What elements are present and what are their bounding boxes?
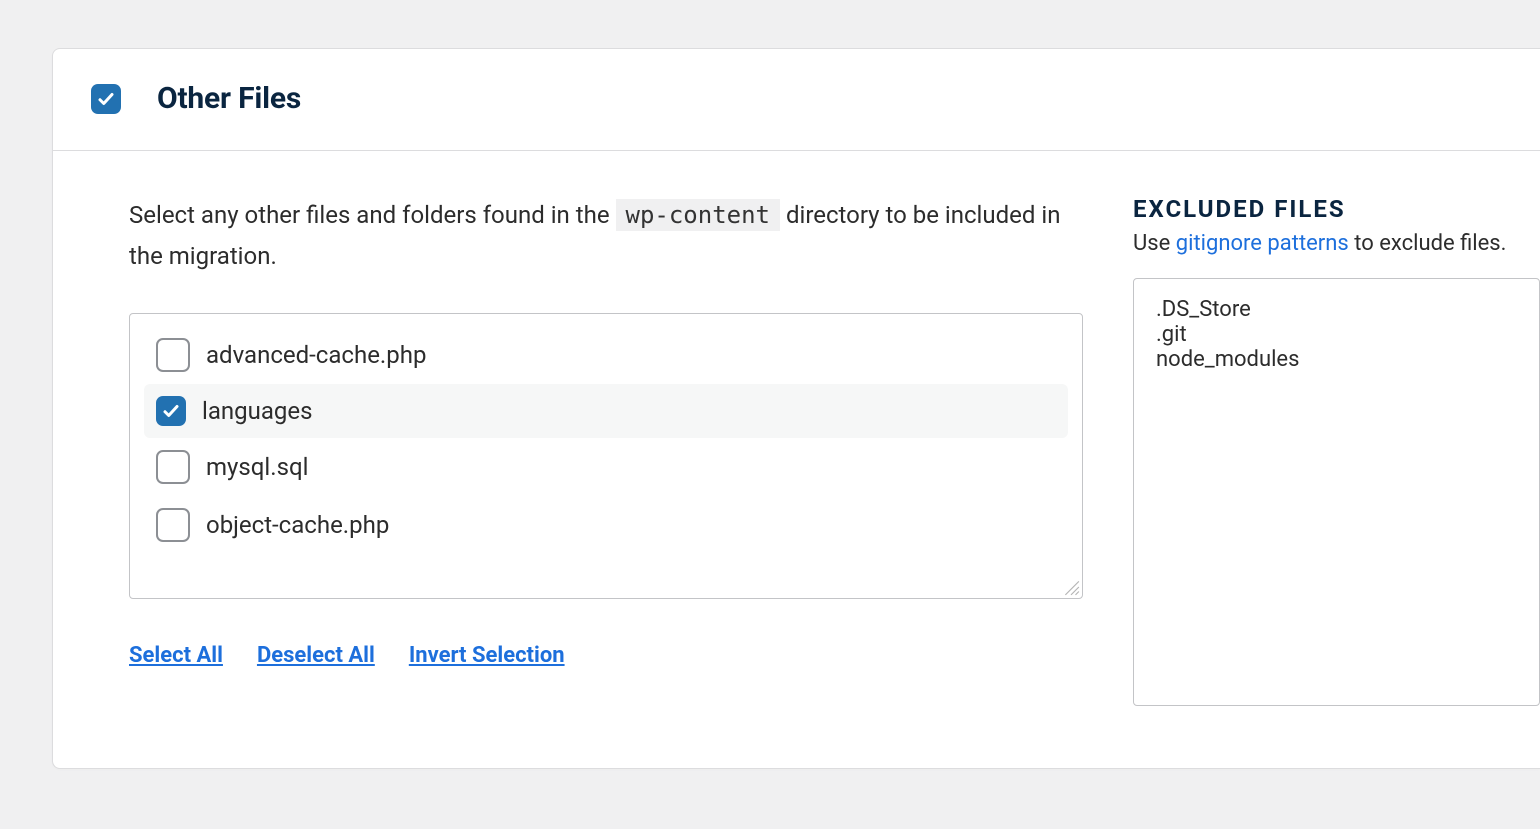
excluded-files-title: EXCLUDED FILES [1133,195,1540,223]
file-checkbox[interactable] [156,396,186,426]
excluded-files-subtitle: Use gitignore patterns to exclude files. [1133,231,1540,256]
excluded-sub-prefix: Use [1133,231,1176,256]
file-list-scroll[interactable]: advanced-cache.php languages mysql.sql obje… [130,314,1082,598]
section-title: Other Files [157,81,301,116]
gitignore-patterns-link[interactable]: gitignore patterns [1176,231,1349,256]
file-checkbox[interactable] [156,450,190,484]
file-row[interactable]: mysql.sql [144,438,1068,496]
section-header: Other Files [53,49,1540,151]
file-name-label: advanced-cache.php [206,341,426,369]
check-icon [97,90,115,108]
select-all-link[interactable]: Select All [129,643,223,668]
selection-actions: Select All Deselect All Invert Selection [129,643,1083,668]
other-files-panel: Other Files Select any other files and f… [52,48,1540,769]
file-row[interactable]: advanced-cache.php [144,326,1068,384]
description-prefix: Select any other files and folders found… [129,201,616,229]
excluded-files-textarea[interactable]: .DS_Store .git node_modules [1133,278,1540,706]
file-row[interactable]: languages [144,384,1068,438]
deselect-all-link[interactable]: Deselect All [257,643,375,668]
excluded-sub-suffix: to exclude files. [1349,231,1507,256]
description-text: Select any other files and folders found… [129,195,1083,277]
check-icon [162,402,180,420]
file-name-label: languages [202,397,313,425]
file-row[interactable]: object-cache.php [144,496,1068,554]
file-checkbox[interactable] [156,508,190,542]
file-list: advanced-cache.php languages mysql.sql obje… [129,313,1083,599]
file-name-label: mysql.sql [206,453,308,481]
other-files-checkbox[interactable] [91,84,121,114]
file-checkbox[interactable] [156,338,190,372]
description-code: wp-content [616,199,781,231]
invert-selection-link[interactable]: Invert Selection [409,643,565,668]
file-name-label: object-cache.php [206,511,389,539]
